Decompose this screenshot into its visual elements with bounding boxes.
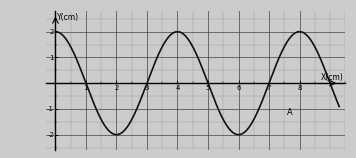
Text: A: A xyxy=(287,108,293,117)
Text: X(cm): X(cm) xyxy=(321,73,344,82)
Text: Y(cm): Y(cm) xyxy=(57,13,79,22)
